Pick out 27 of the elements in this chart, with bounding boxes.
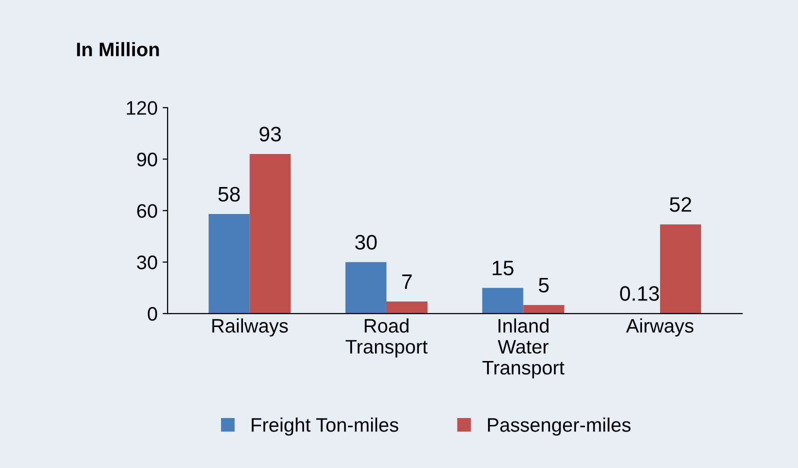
bar xyxy=(660,224,702,314)
data-label: 0.13 xyxy=(620,286,659,301)
y-tick-label: 0 xyxy=(148,307,158,321)
bar xyxy=(345,262,386,314)
y-tick-label: 60 xyxy=(137,204,158,218)
x-tick-label: Railways xyxy=(212,318,288,337)
x-tick-label: Airways xyxy=(626,318,694,337)
bar xyxy=(250,154,291,314)
data-label: 52 xyxy=(670,197,692,212)
data-label: 30 xyxy=(355,234,377,250)
y-tick-label: 30 xyxy=(136,256,158,270)
bar xyxy=(482,288,524,314)
data-label: 93 xyxy=(260,126,281,142)
x-tick-label: Inland Water Transport xyxy=(482,318,564,378)
chart-title: In Million xyxy=(77,42,159,56)
y-tick-label: 90 xyxy=(137,152,158,166)
data-label: 7 xyxy=(402,274,412,289)
data-label: 58 xyxy=(218,186,240,202)
legend-label: Passenger-miles xyxy=(488,418,631,436)
data-label: 15 xyxy=(492,260,514,276)
x-tick-label: Road Transport xyxy=(346,318,428,358)
legend-label: Freight Ton-miles xyxy=(252,418,398,436)
bar xyxy=(208,214,250,314)
bar xyxy=(386,302,428,314)
bar xyxy=(523,304,564,314)
data-label: 5 xyxy=(538,278,549,293)
y-tick-label: 120 xyxy=(126,101,158,115)
